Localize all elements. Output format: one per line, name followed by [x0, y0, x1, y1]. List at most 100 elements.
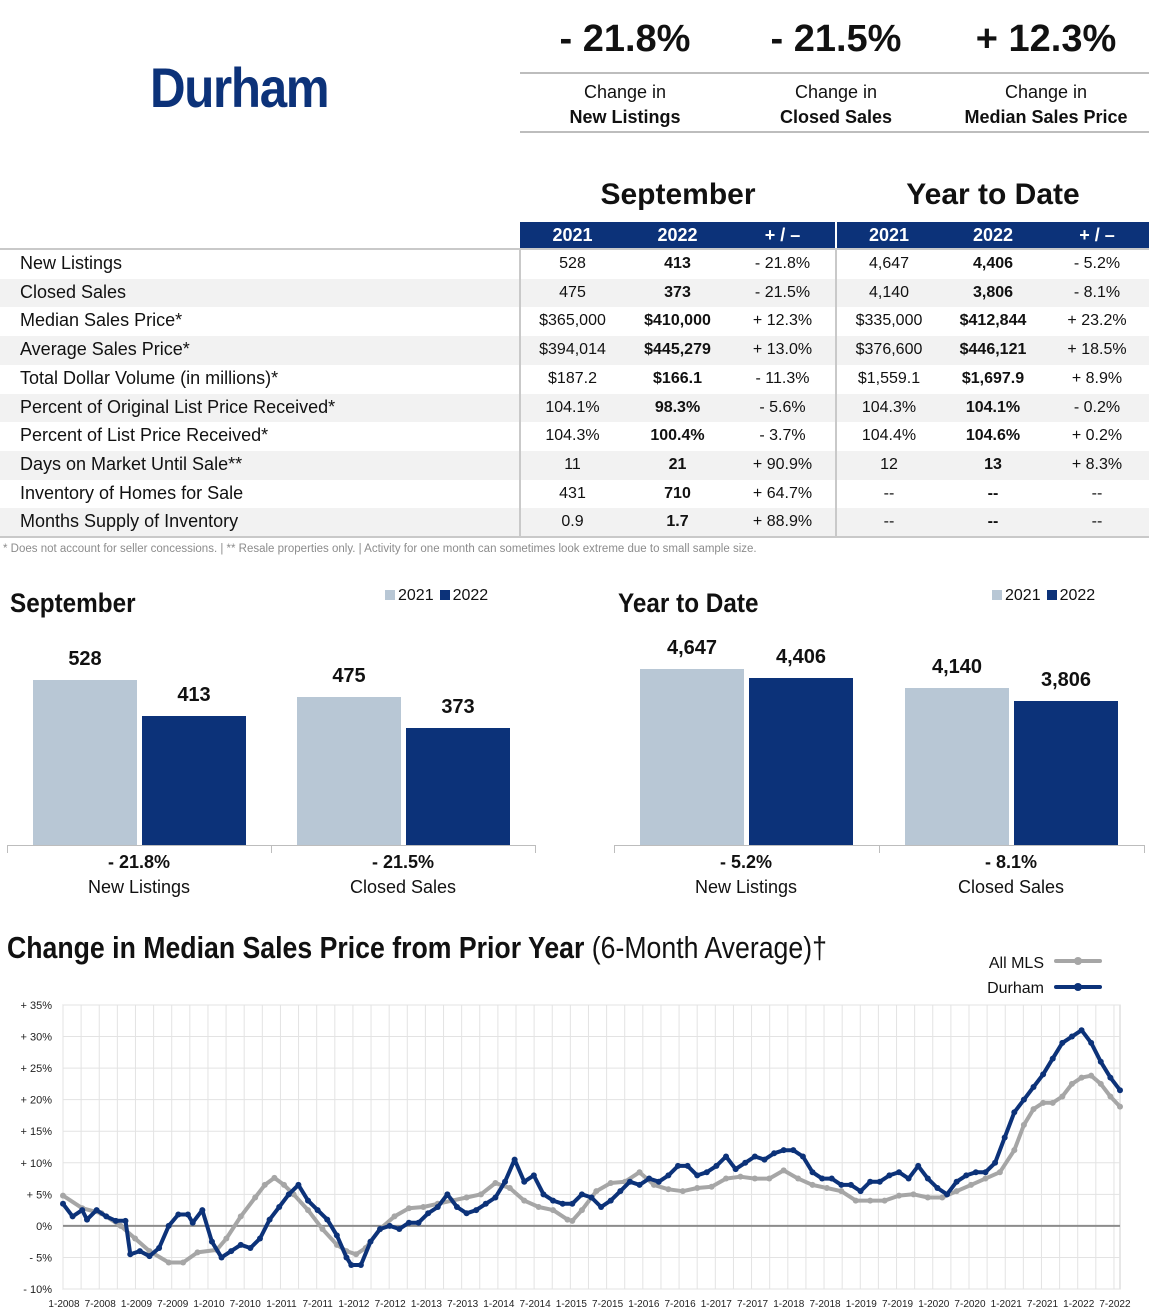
series-durham-point [886, 1172, 893, 1179]
series-all-mls-point [281, 1181, 288, 1188]
series-durham-point [453, 1203, 460, 1210]
series-all-mls-point [564, 1216, 571, 1223]
bar-2022 [142, 715, 246, 845]
row-label: Total Dollar Volume (in millions)* [20, 367, 279, 388]
series-durham-point [588, 1194, 595, 1201]
legend-swatch [385, 590, 395, 600]
series-durham-point [367, 1238, 374, 1245]
bar-group-change: - 21.5% [371, 852, 435, 872]
y-tick-label: + 5% [27, 1189, 53, 1201]
series-durham-point [771, 1150, 778, 1157]
series-durham-point [156, 1244, 163, 1251]
cell-ytd-change: + 0.2% [1071, 427, 1123, 445]
bar-axis-tick [614, 845, 615, 853]
bar-group-change: - 21.8% [107, 852, 171, 872]
cell-month-2022: 413 [664, 255, 691, 272]
series-all-mls-point [1097, 1080, 1104, 1087]
y-tick-label: + 25% [21, 1063, 53, 1075]
x-tick-label: 7-2011 [302, 1299, 333, 1310]
series-durham-point [247, 1244, 254, 1251]
series-all-mls-point [953, 1188, 960, 1195]
series-durham-point [502, 1178, 509, 1185]
bar-axis-tick [535, 845, 536, 853]
series-all-mls-point [665, 1186, 672, 1193]
cell-month-2022: $166.1 [653, 369, 702, 387]
x-tick-label: 7-2020 [954, 1299, 986, 1310]
kpi-median-price: + 12.3% Change in Median Sales Price [941, 18, 1149, 128]
series-durham-point [559, 1200, 566, 1207]
bar-chart-title: September [10, 588, 136, 618]
legend-label: 2022 [1059, 587, 1096, 604]
line-legend-swatches [1054, 957, 1102, 991]
table-divider [519, 249, 521, 537]
series-durham-point [636, 1181, 643, 1188]
series-durham-point [314, 1207, 321, 1214]
series-durham-point [799, 1153, 806, 1160]
x-tick-label: 1-2013 [411, 1299, 443, 1310]
kpi-divider-bottom [520, 131, 1149, 133]
series-durham-point [617, 1188, 624, 1195]
legend-label: 2021 [1005, 587, 1041, 604]
row-label: New Listings [20, 253, 123, 273]
y-tick-label: + 15% [21, 1126, 53, 1138]
cell-ytd-change: - 8.1% [1073, 283, 1121, 301]
series-all-mls-point [117, 1222, 124, 1229]
legend-swatch [1046, 590, 1057, 600]
cell-ytd-2021: $335,000 [855, 312, 923, 330]
x-tick-label: 7-2017 [737, 1299, 769, 1310]
series-all-mls-point [492, 1179, 499, 1186]
series-all-mls-point [593, 1188, 600, 1195]
series-durham-point [905, 1175, 912, 1182]
series-durham-point [175, 1211, 182, 1218]
series-all-mls-point [780, 1167, 787, 1174]
series-all-mls-point [751, 1175, 758, 1182]
row-label: Percent of Original List Price Received* [20, 396, 336, 417]
column-header: 2022 [657, 225, 698, 245]
legend-swatch [992, 590, 1002, 600]
series-all-mls-point [535, 1203, 542, 1210]
series-durham-point [838, 1181, 845, 1188]
cell-ytd-2022: 13 [984, 455, 1002, 473]
x-tick-label: 7-2015 [592, 1299, 624, 1310]
series-all-mls-point [650, 1181, 657, 1188]
cell-ytd-change: - 5.2% [1073, 255, 1121, 272]
cell-month-2022: 1.7 [666, 513, 689, 531]
series-durham-point [867, 1178, 874, 1185]
cell-ytd-2022: 4,406 [972, 255, 1014, 272]
x-tick-label: 1-2010 [193, 1299, 225, 1310]
series-durham-point [165, 1222, 172, 1229]
y-tick-label: 0% [36, 1221, 52, 1233]
series-durham-point [189, 1219, 196, 1226]
series-all-mls-point [823, 1185, 830, 1192]
x-tick-label: 1-2021 [991, 1299, 1023, 1310]
series-durham-point [598, 1203, 605, 1210]
series-durham-point [333, 1232, 340, 1239]
bar-axis-tick [271, 845, 272, 853]
series-all-mls-point [924, 1194, 931, 1201]
cell-month-change: - 5.6% [759, 398, 806, 416]
series-all-mls-point [305, 1207, 312, 1214]
table-row: Average Sales Price* $394,014 $445,279 + 13… [0, 336, 1149, 365]
table-section-ytd: Year to Date [906, 178, 1080, 211]
series-all-mls-point [723, 1175, 730, 1182]
series-durham-point [780, 1147, 787, 1154]
table-row: Total Dollar Volume (in millions)* $187.2… [0, 365, 1149, 394]
table-row: New Listings 528 413 - 21.8% 4,647 4,406 - 5.2… [0, 250, 1149, 279]
series-durham-point [377, 1226, 384, 1233]
bar-axis-tick [7, 845, 8, 853]
kpi-metric: Closed Sales [779, 107, 893, 127]
series-durham-point [295, 1181, 302, 1188]
y-tick-label: + 20% [21, 1095, 53, 1107]
plot-area [62, 1004, 1121, 1290]
series-all-mls-point [636, 1169, 643, 1176]
series-durham-point [982, 1169, 989, 1176]
cell-ytd-change: + 23.2% [1067, 312, 1127, 330]
series-durham-point [895, 1169, 902, 1176]
series-all-mls-point [708, 1183, 715, 1190]
series-durham-point [723, 1153, 730, 1160]
series-all-mls-point [766, 1175, 773, 1182]
legend-all-mls: All MLS [924, 955, 1044, 973]
series-durham-point [305, 1197, 312, 1204]
cell-ytd-change: + 18.5% [1067, 341, 1127, 359]
bar-value-label: 413 [177, 683, 211, 706]
